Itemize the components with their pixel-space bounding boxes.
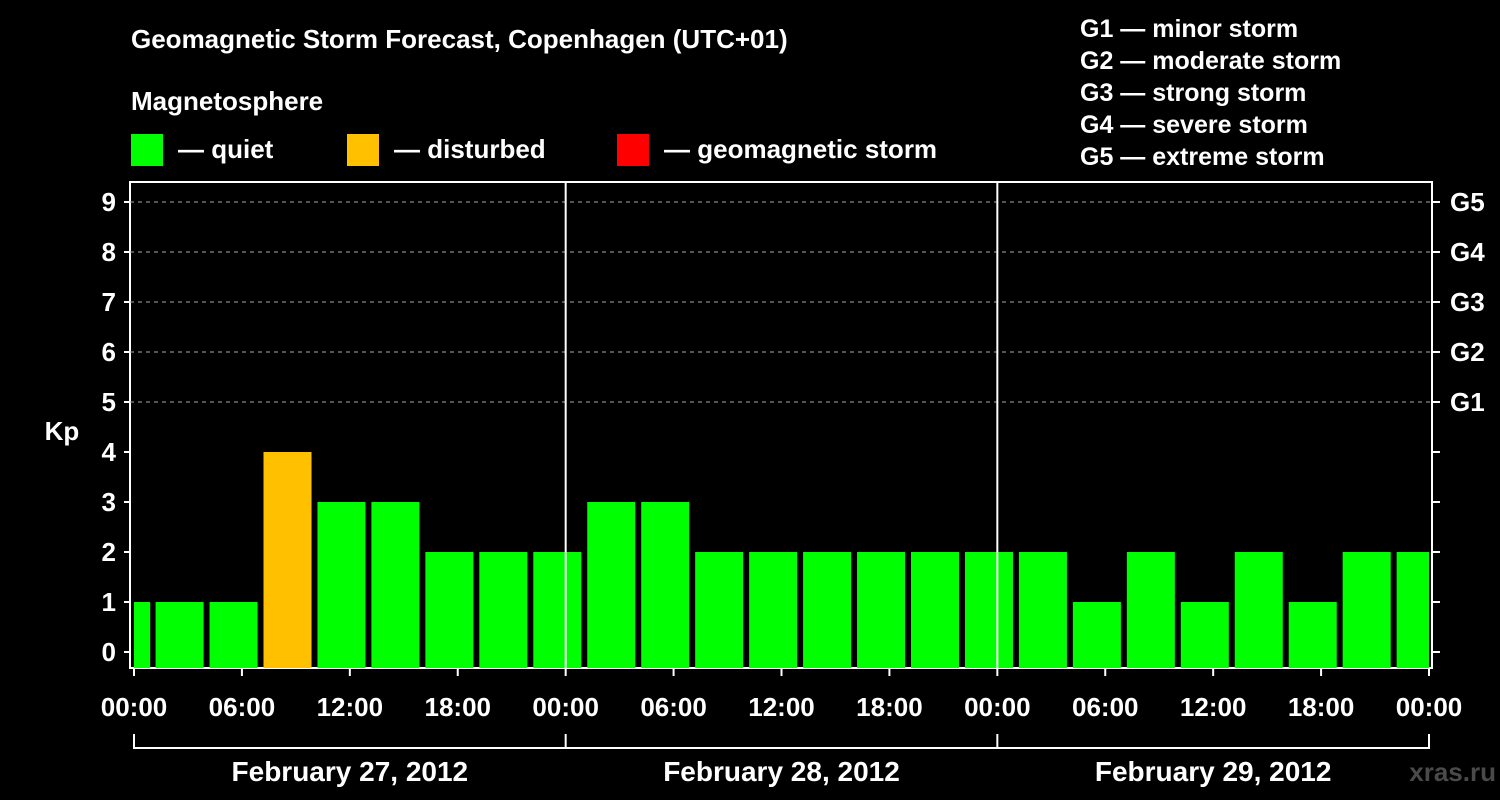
g-scale-item-g3: G3 — strong storm: [1080, 79, 1307, 107]
legend-label-quiet: — quiet: [178, 134, 274, 164]
g-scale-tick-label: G3: [1450, 287, 1485, 317]
kp-bar: [749, 552, 798, 668]
x-tick-label: 00:00: [532, 692, 599, 722]
y-tick-label: 8: [102, 237, 116, 267]
y-tick-label: 4: [102, 437, 117, 467]
g-scale-tick-label: G2: [1450, 337, 1485, 367]
y-tick-label: 7: [102, 287, 116, 317]
chart-title: Geomagnetic Storm Forecast, Copenhagen (…: [131, 24, 788, 54]
kp-bar: [1234, 552, 1283, 668]
kp-bar: [1180, 602, 1229, 668]
x-tick-label: 00:00: [101, 692, 168, 722]
kp-bar: [695, 552, 744, 668]
kp-bar: [479, 552, 528, 668]
y-tick-label: 6: [102, 337, 116, 367]
x-tick-label: 06:00: [209, 692, 276, 722]
kp-bar: [1342, 552, 1391, 668]
kp-bar: [134, 602, 151, 668]
x-tick-label: 18:00: [1288, 692, 1355, 722]
kp-bar: [964, 552, 1013, 668]
g-scale-item-g1: G1 — minor storm: [1080, 15, 1299, 43]
kp-bar: [641, 502, 690, 668]
g-scale-tick-label: G4: [1450, 237, 1485, 267]
day-label: February 27, 2012: [232, 756, 469, 787]
y-tick-label: 3: [102, 487, 116, 517]
kp-bar: [1396, 552, 1429, 668]
kp-bar: [155, 602, 204, 668]
x-tick-label: 18:00: [856, 692, 923, 722]
kp-bar: [911, 552, 960, 668]
kp-bar: [803, 552, 852, 668]
kp-bar: [425, 552, 474, 668]
y-tick-label: 0: [102, 637, 116, 667]
kp-bar: [1126, 552, 1175, 668]
x-tick-label: 18:00: [425, 692, 492, 722]
g-scale-item-g4: G4 — severe storm: [1080, 111, 1308, 139]
legend-swatch-storm: [617, 134, 649, 166]
g-scale-item-g2: G2 — moderate storm: [1080, 47, 1342, 75]
x-tick-label: 12:00: [317, 692, 384, 722]
kp-bar: [209, 602, 258, 668]
g-scale-tick-label: G1: [1450, 387, 1485, 417]
y-tick-label: 1: [102, 587, 116, 617]
magnetosphere-label: Magnetosphere: [131, 86, 324, 116]
kp-bar: [1072, 602, 1121, 668]
y-axis-label: Kp: [45, 416, 80, 446]
watermark: xras.ru: [1409, 757, 1496, 787]
legend-swatch-quiet: [131, 134, 163, 166]
y-tick-label: 9: [102, 187, 116, 217]
g-scale-tick-label: G5: [1450, 187, 1485, 217]
kp-bar: [857, 552, 906, 668]
g-scale-item-g5: G5 — extreme storm: [1080, 143, 1325, 171]
x-tick-label: 06:00: [640, 692, 707, 722]
x-tick-label: 12:00: [1180, 692, 1247, 722]
y-tick-label: 5: [102, 387, 116, 417]
x-tick-label: 00:00: [964, 692, 1031, 722]
x-tick-label: 00:00: [1396, 692, 1463, 722]
kp-bar: [263, 452, 312, 668]
legend-swatch-disturbed: [347, 134, 379, 166]
legend-label-storm: — geomagnetic storm: [664, 134, 938, 164]
x-tick-label: 06:00: [1072, 692, 1139, 722]
x-tick-label: 12:00: [748, 692, 815, 722]
kp-bar: [1018, 552, 1067, 668]
day-label: February 29, 2012: [1095, 756, 1332, 787]
kp-bar: [371, 502, 420, 668]
kp-bar: [587, 502, 636, 668]
y-tick-label: 2: [102, 537, 116, 567]
kp-bar: [1288, 602, 1337, 668]
day-label: February 28, 2012: [663, 756, 900, 787]
legend-label-disturbed: — disturbed: [394, 134, 546, 164]
kp-bar: [533, 552, 582, 668]
kp-bar: [317, 502, 366, 668]
